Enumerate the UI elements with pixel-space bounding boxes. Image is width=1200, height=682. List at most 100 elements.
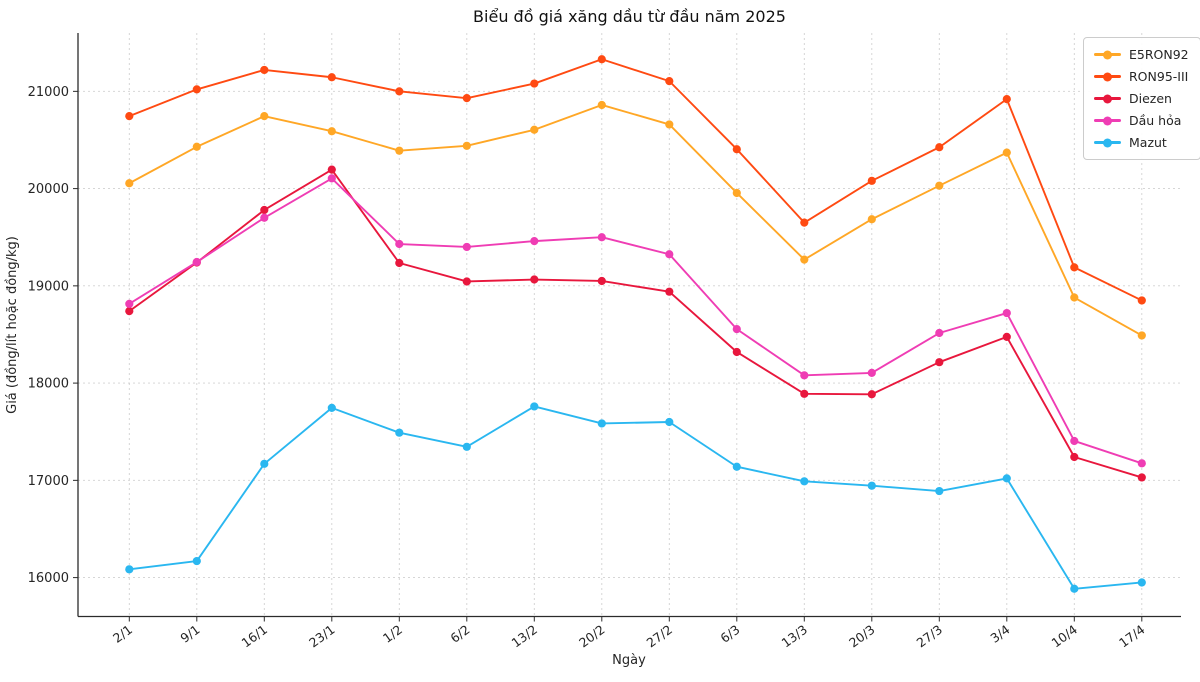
y-tick-label: 17000 xyxy=(28,474,69,489)
data-point xyxy=(665,287,674,296)
legend-item-ron95: RON95-III xyxy=(1094,68,1189,85)
data-point xyxy=(1002,148,1011,157)
x-tick-label: 27/3 xyxy=(914,622,946,651)
data-point xyxy=(1137,578,1146,587)
data-point xyxy=(1137,459,1146,468)
legend-marker-line-icon xyxy=(1094,94,1121,103)
y-tick-label: 18000 xyxy=(28,377,69,392)
data-point xyxy=(260,213,269,222)
chart-title: Biểu đồ giá xăng dầu từ đầu năm 2025 xyxy=(473,7,786,26)
legend-label: Dầu hỏa xyxy=(1129,113,1182,128)
data-point xyxy=(327,127,336,136)
data-point xyxy=(192,556,201,566)
data-point xyxy=(260,112,269,121)
data-point xyxy=(597,100,606,110)
x-axis-label: Ngày xyxy=(612,653,646,668)
series-E5RON92 xyxy=(125,100,1146,340)
data-point xyxy=(530,79,539,88)
data-point xyxy=(732,347,741,357)
x-tick-label: 27/2 xyxy=(644,622,676,651)
x-tick-label: 10/4 xyxy=(1049,622,1081,651)
data-point xyxy=(665,250,674,259)
legend-item-diezen: Diezen xyxy=(1094,90,1189,107)
data-point xyxy=(125,299,134,308)
data-point xyxy=(395,258,404,268)
data-point xyxy=(597,55,606,64)
series-Diezen xyxy=(125,165,1146,482)
x-tick-label: 16/1 xyxy=(239,622,271,651)
data-point xyxy=(935,328,944,338)
data-point xyxy=(530,402,539,411)
x-tick-label: 2/1 xyxy=(110,622,135,646)
data-point xyxy=(125,112,134,121)
data-point xyxy=(1137,296,1146,305)
data-point xyxy=(125,307,134,316)
data-point xyxy=(1002,332,1011,342)
data-point xyxy=(665,120,674,129)
data-point xyxy=(665,417,674,427)
data-point xyxy=(327,165,336,174)
data-point xyxy=(597,276,606,286)
data-point xyxy=(1070,436,1079,446)
data-point xyxy=(462,242,471,252)
legend-marker-dot-icon xyxy=(1103,116,1112,125)
data-point xyxy=(462,277,471,286)
series-Dầu hỏa xyxy=(125,174,1146,468)
legend-label: Mazut xyxy=(1129,135,1167,150)
data-point xyxy=(665,77,674,86)
data-point xyxy=(260,205,269,215)
data-point xyxy=(395,428,404,437)
data-point xyxy=(597,233,606,242)
data-point xyxy=(1002,95,1011,104)
data-point xyxy=(395,87,404,96)
data-point xyxy=(530,275,539,284)
data-point xyxy=(800,389,809,398)
data-point xyxy=(935,358,944,367)
data-point xyxy=(1137,331,1146,340)
x-tick-label: 6/2 xyxy=(447,622,472,646)
data-point xyxy=(1070,293,1079,302)
legend-label: E5RON92 xyxy=(1129,47,1189,62)
data-point xyxy=(192,257,201,267)
series-RON95-III xyxy=(125,55,1146,305)
legend-label: Diezen xyxy=(1129,91,1172,106)
data-point xyxy=(732,325,741,334)
data-point xyxy=(1070,584,1079,593)
legend-marker-dot-icon xyxy=(1103,94,1112,103)
data-point xyxy=(192,142,201,151)
x-tick-label: 17/4 xyxy=(1116,622,1148,651)
x-tick-label: 20/2 xyxy=(576,622,608,651)
y-tick-label: 21000 xyxy=(28,85,69,100)
series-Mazut xyxy=(125,402,1146,593)
x-tick-label: 9/1 xyxy=(177,622,202,646)
data-point xyxy=(260,65,269,75)
data-point xyxy=(192,85,201,94)
data-point xyxy=(462,141,471,150)
data-point xyxy=(800,255,809,264)
x-tick-label: 20/3 xyxy=(846,622,878,651)
data-point xyxy=(732,188,741,198)
data-point xyxy=(1002,474,1011,483)
legend-marker-line-icon xyxy=(1094,50,1121,59)
data-point xyxy=(125,565,134,574)
y-axis-label: Giá (đồng/lít hoặc đồng/kg) xyxy=(5,236,20,414)
data-point xyxy=(462,442,471,451)
data-point xyxy=(1070,263,1079,272)
data-point xyxy=(867,176,876,185)
data-point xyxy=(327,403,336,412)
x-tick-label: 13/3 xyxy=(779,622,811,651)
legend-label: RON95-III xyxy=(1129,69,1189,84)
data-point xyxy=(800,477,809,486)
data-point xyxy=(800,371,809,380)
y-tick-label: 16000 xyxy=(28,571,69,586)
data-point xyxy=(732,145,741,154)
data-point xyxy=(867,368,876,377)
data-point xyxy=(597,419,606,428)
data-point xyxy=(867,390,876,399)
data-point xyxy=(935,143,944,152)
data-point xyxy=(1070,452,1079,462)
data-point xyxy=(732,462,741,471)
data-point xyxy=(125,179,134,188)
